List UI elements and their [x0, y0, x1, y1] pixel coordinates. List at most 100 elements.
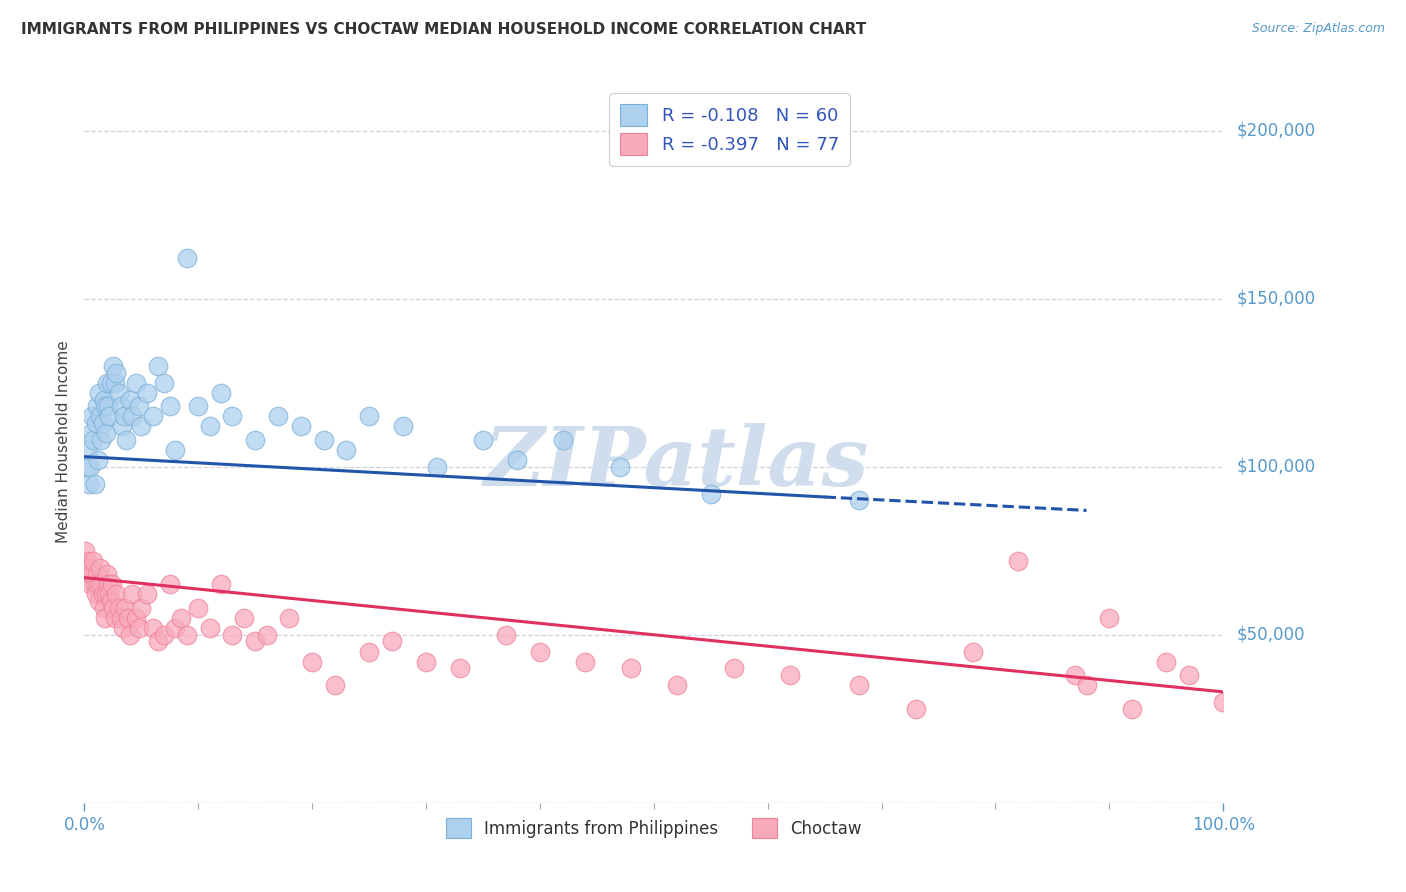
- Point: [198, 621, 221, 635]
- Point: [98, 409, 121, 424]
- Point: [131, 419, 153, 434]
- Point: [76, 554, 98, 568]
- Point: [93, 600, 115, 615]
- Point: [77, 567, 100, 582]
- Point: [84, 587, 107, 601]
- Point: [104, 611, 127, 625]
- Point: [80, 560, 103, 574]
- Point: [75, 543, 97, 558]
- Point: [415, 655, 437, 669]
- Point: [131, 600, 153, 615]
- Point: [426, 459, 449, 474]
- Point: [198, 419, 221, 434]
- Point: [142, 621, 165, 635]
- Point: [100, 594, 122, 608]
- Point: [267, 409, 290, 424]
- Point: [82, 409, 104, 424]
- Point: [142, 409, 165, 424]
- Point: [98, 587, 121, 601]
- Point: [118, 628, 141, 642]
- Point: [124, 376, 146, 390]
- Point: [96, 376, 118, 390]
- Point: [700, 486, 723, 500]
- Point: [232, 611, 254, 625]
- Point: [136, 587, 159, 601]
- Point: [1178, 668, 1201, 682]
- Point: [301, 655, 323, 669]
- Point: [381, 634, 404, 648]
- Point: [94, 611, 117, 625]
- Point: [256, 628, 278, 642]
- Point: [529, 644, 551, 658]
- Point: [290, 419, 312, 434]
- Point: [79, 459, 101, 474]
- Text: $100,000: $100,000: [1237, 458, 1316, 475]
- Point: [359, 644, 381, 658]
- Point: [176, 252, 198, 266]
- Point: [76, 560, 98, 574]
- Point: [1212, 695, 1234, 709]
- Point: [83, 476, 105, 491]
- Point: [94, 426, 117, 441]
- Point: [105, 366, 128, 380]
- Point: [115, 433, 138, 447]
- Point: [165, 621, 187, 635]
- Point: [848, 493, 870, 508]
- Point: [148, 634, 170, 648]
- Point: [245, 433, 267, 447]
- Point: [574, 655, 596, 669]
- Point: [118, 392, 141, 407]
- Point: [91, 416, 114, 430]
- Point: [165, 442, 187, 457]
- Point: [79, 577, 101, 591]
- Point: [221, 628, 243, 642]
- Point: [97, 577, 120, 591]
- Point: [107, 600, 129, 615]
- Point: [101, 600, 124, 615]
- Point: [90, 577, 112, 591]
- Point: [506, 453, 529, 467]
- Point: [209, 385, 232, 400]
- Point: [82, 433, 104, 447]
- Point: [153, 628, 176, 642]
- Point: [495, 628, 517, 642]
- Point: [1007, 554, 1029, 568]
- Point: [176, 628, 198, 642]
- Legend: Immigrants from Philippines, Choctaw: Immigrants from Philippines, Choctaw: [439, 812, 869, 845]
- Point: [89, 594, 111, 608]
- Point: [136, 385, 159, 400]
- Text: $50,000: $50,000: [1237, 626, 1306, 644]
- Point: [392, 419, 415, 434]
- Point: [101, 359, 124, 373]
- Point: [76, 459, 98, 474]
- Text: $200,000: $200,000: [1237, 121, 1316, 140]
- Point: [187, 600, 209, 615]
- Point: [82, 567, 104, 582]
- Point: [551, 433, 574, 447]
- Point: [84, 416, 107, 430]
- Point: [449, 661, 471, 675]
- Point: [117, 611, 139, 625]
- Point: [312, 433, 335, 447]
- Text: Source: ZipAtlas.com: Source: ZipAtlas.com: [1251, 22, 1385, 36]
- Y-axis label: Median Household Income: Median Household Income: [56, 340, 72, 543]
- Point: [779, 668, 801, 682]
- Point: [323, 678, 346, 692]
- Point: [472, 433, 495, 447]
- Point: [148, 359, 170, 373]
- Point: [1121, 702, 1143, 716]
- Point: [94, 399, 117, 413]
- Point: [245, 634, 267, 648]
- Point: [124, 611, 146, 625]
- Point: [82, 554, 104, 568]
- Point: [112, 409, 135, 424]
- Point: [609, 459, 631, 474]
- Point: [1156, 655, 1178, 669]
- Point: [1076, 678, 1098, 692]
- Point: [86, 399, 108, 413]
- Point: [80, 426, 103, 441]
- Point: [209, 577, 232, 591]
- Point: [97, 399, 120, 413]
- Point: [94, 587, 117, 601]
- Point: [114, 600, 136, 615]
